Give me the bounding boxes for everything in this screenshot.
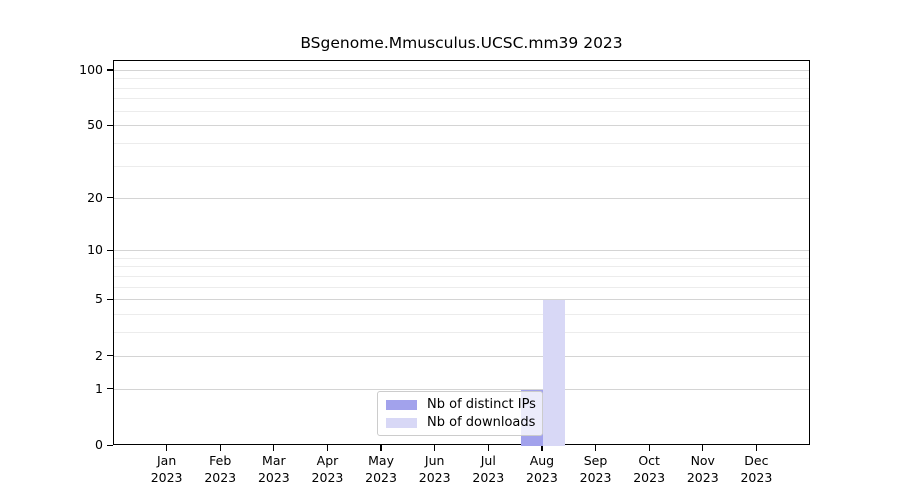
x-tick-mark xyxy=(487,445,489,451)
legend-label-downloads: Nb of downloads xyxy=(427,415,536,430)
x-tick-label: Aug 2023 xyxy=(526,453,558,485)
gridline-minor xyxy=(114,143,809,145)
y-tick-mark xyxy=(107,197,113,199)
x-tick-mark xyxy=(434,445,436,451)
y-tick-label: 5 xyxy=(95,291,103,307)
gridline-minor xyxy=(114,87,809,89)
x-tick-label: Jul 2023 xyxy=(472,453,505,485)
chart-title: BSgenome.Mmusculus.UCSC.mm39 2023 xyxy=(300,34,623,52)
legend: Nb of distinct IPs Nb of downloads xyxy=(377,391,543,436)
gridline-minor xyxy=(114,257,809,259)
gridline-major xyxy=(114,69,809,71)
x-tick-mark xyxy=(755,445,757,451)
bar-downloads xyxy=(542,300,565,446)
y-tick-mark xyxy=(107,124,113,127)
gridline-minor xyxy=(114,275,809,277)
x-tick-label: Mar 2023 xyxy=(257,453,290,485)
x-tick-label: Feb 2023 xyxy=(204,453,237,485)
gridline-major xyxy=(114,388,809,390)
gridline-minor xyxy=(114,78,809,80)
y-tick-mark xyxy=(107,355,113,357)
gridline-minor xyxy=(114,332,809,334)
y-tick-label: 1 xyxy=(95,380,103,396)
x-tick-mark xyxy=(219,445,221,451)
x-tick-mark xyxy=(702,445,704,451)
x-tick-mark xyxy=(541,445,543,451)
plot-area xyxy=(113,60,810,446)
gridline-minor xyxy=(114,286,809,288)
y-tick-label: 0 xyxy=(95,437,103,452)
y-tick-mark xyxy=(107,249,113,251)
gridline-minor xyxy=(114,98,809,100)
y-tick-label: 100 xyxy=(79,61,103,77)
x-tick-mark xyxy=(594,445,597,451)
y-tick-label: 2 xyxy=(95,347,103,363)
x-tick-label: Sep 2023 xyxy=(579,453,612,485)
legend-item-downloads: Nb of downloads xyxy=(386,415,536,430)
y-tick-mark xyxy=(107,298,113,301)
x-tick-label: May 2023 xyxy=(365,453,397,485)
legend-swatch-distinct-ips-icon xyxy=(386,399,417,410)
legend-item-distinct-ips: Nb of distinct IPs xyxy=(386,397,536,412)
gridline-major xyxy=(114,299,809,301)
gridline-major xyxy=(114,250,809,252)
x-tick-label: Dec 2023 xyxy=(740,453,773,485)
x-tick-mark xyxy=(326,445,329,451)
y-tick-mark xyxy=(107,444,113,446)
x-tick-label: Apr 2023 xyxy=(311,453,344,485)
x-tick-mark xyxy=(380,445,382,451)
y-tick-label: 50 xyxy=(87,117,103,133)
legend-label-distinct-ips: Nb of distinct IPs xyxy=(427,397,536,412)
y-tick-mark xyxy=(107,69,113,71)
x-tick-mark xyxy=(166,445,168,451)
gridline-minor xyxy=(114,266,809,268)
legend-swatch-downloads-icon xyxy=(386,417,417,428)
y-tick-label: 20 xyxy=(87,189,103,205)
x-tick-label: Jun 2023 xyxy=(418,453,451,485)
gridline-major xyxy=(114,355,809,357)
gridline-major xyxy=(114,197,809,199)
x-tick-label: Oct 2023 xyxy=(633,453,666,485)
gridline-minor xyxy=(114,110,809,112)
y-tick-mark xyxy=(107,388,113,390)
y-tick-label: 10 xyxy=(87,242,103,258)
gridline-minor xyxy=(114,314,809,316)
x-tick-label: Jan 2023 xyxy=(150,453,183,485)
x-tick-mark xyxy=(648,445,650,451)
gridline-minor xyxy=(114,165,809,167)
gridline-major xyxy=(114,125,809,127)
x-tick-mark xyxy=(273,445,275,451)
x-tick-label: Nov 2023 xyxy=(686,453,719,485)
